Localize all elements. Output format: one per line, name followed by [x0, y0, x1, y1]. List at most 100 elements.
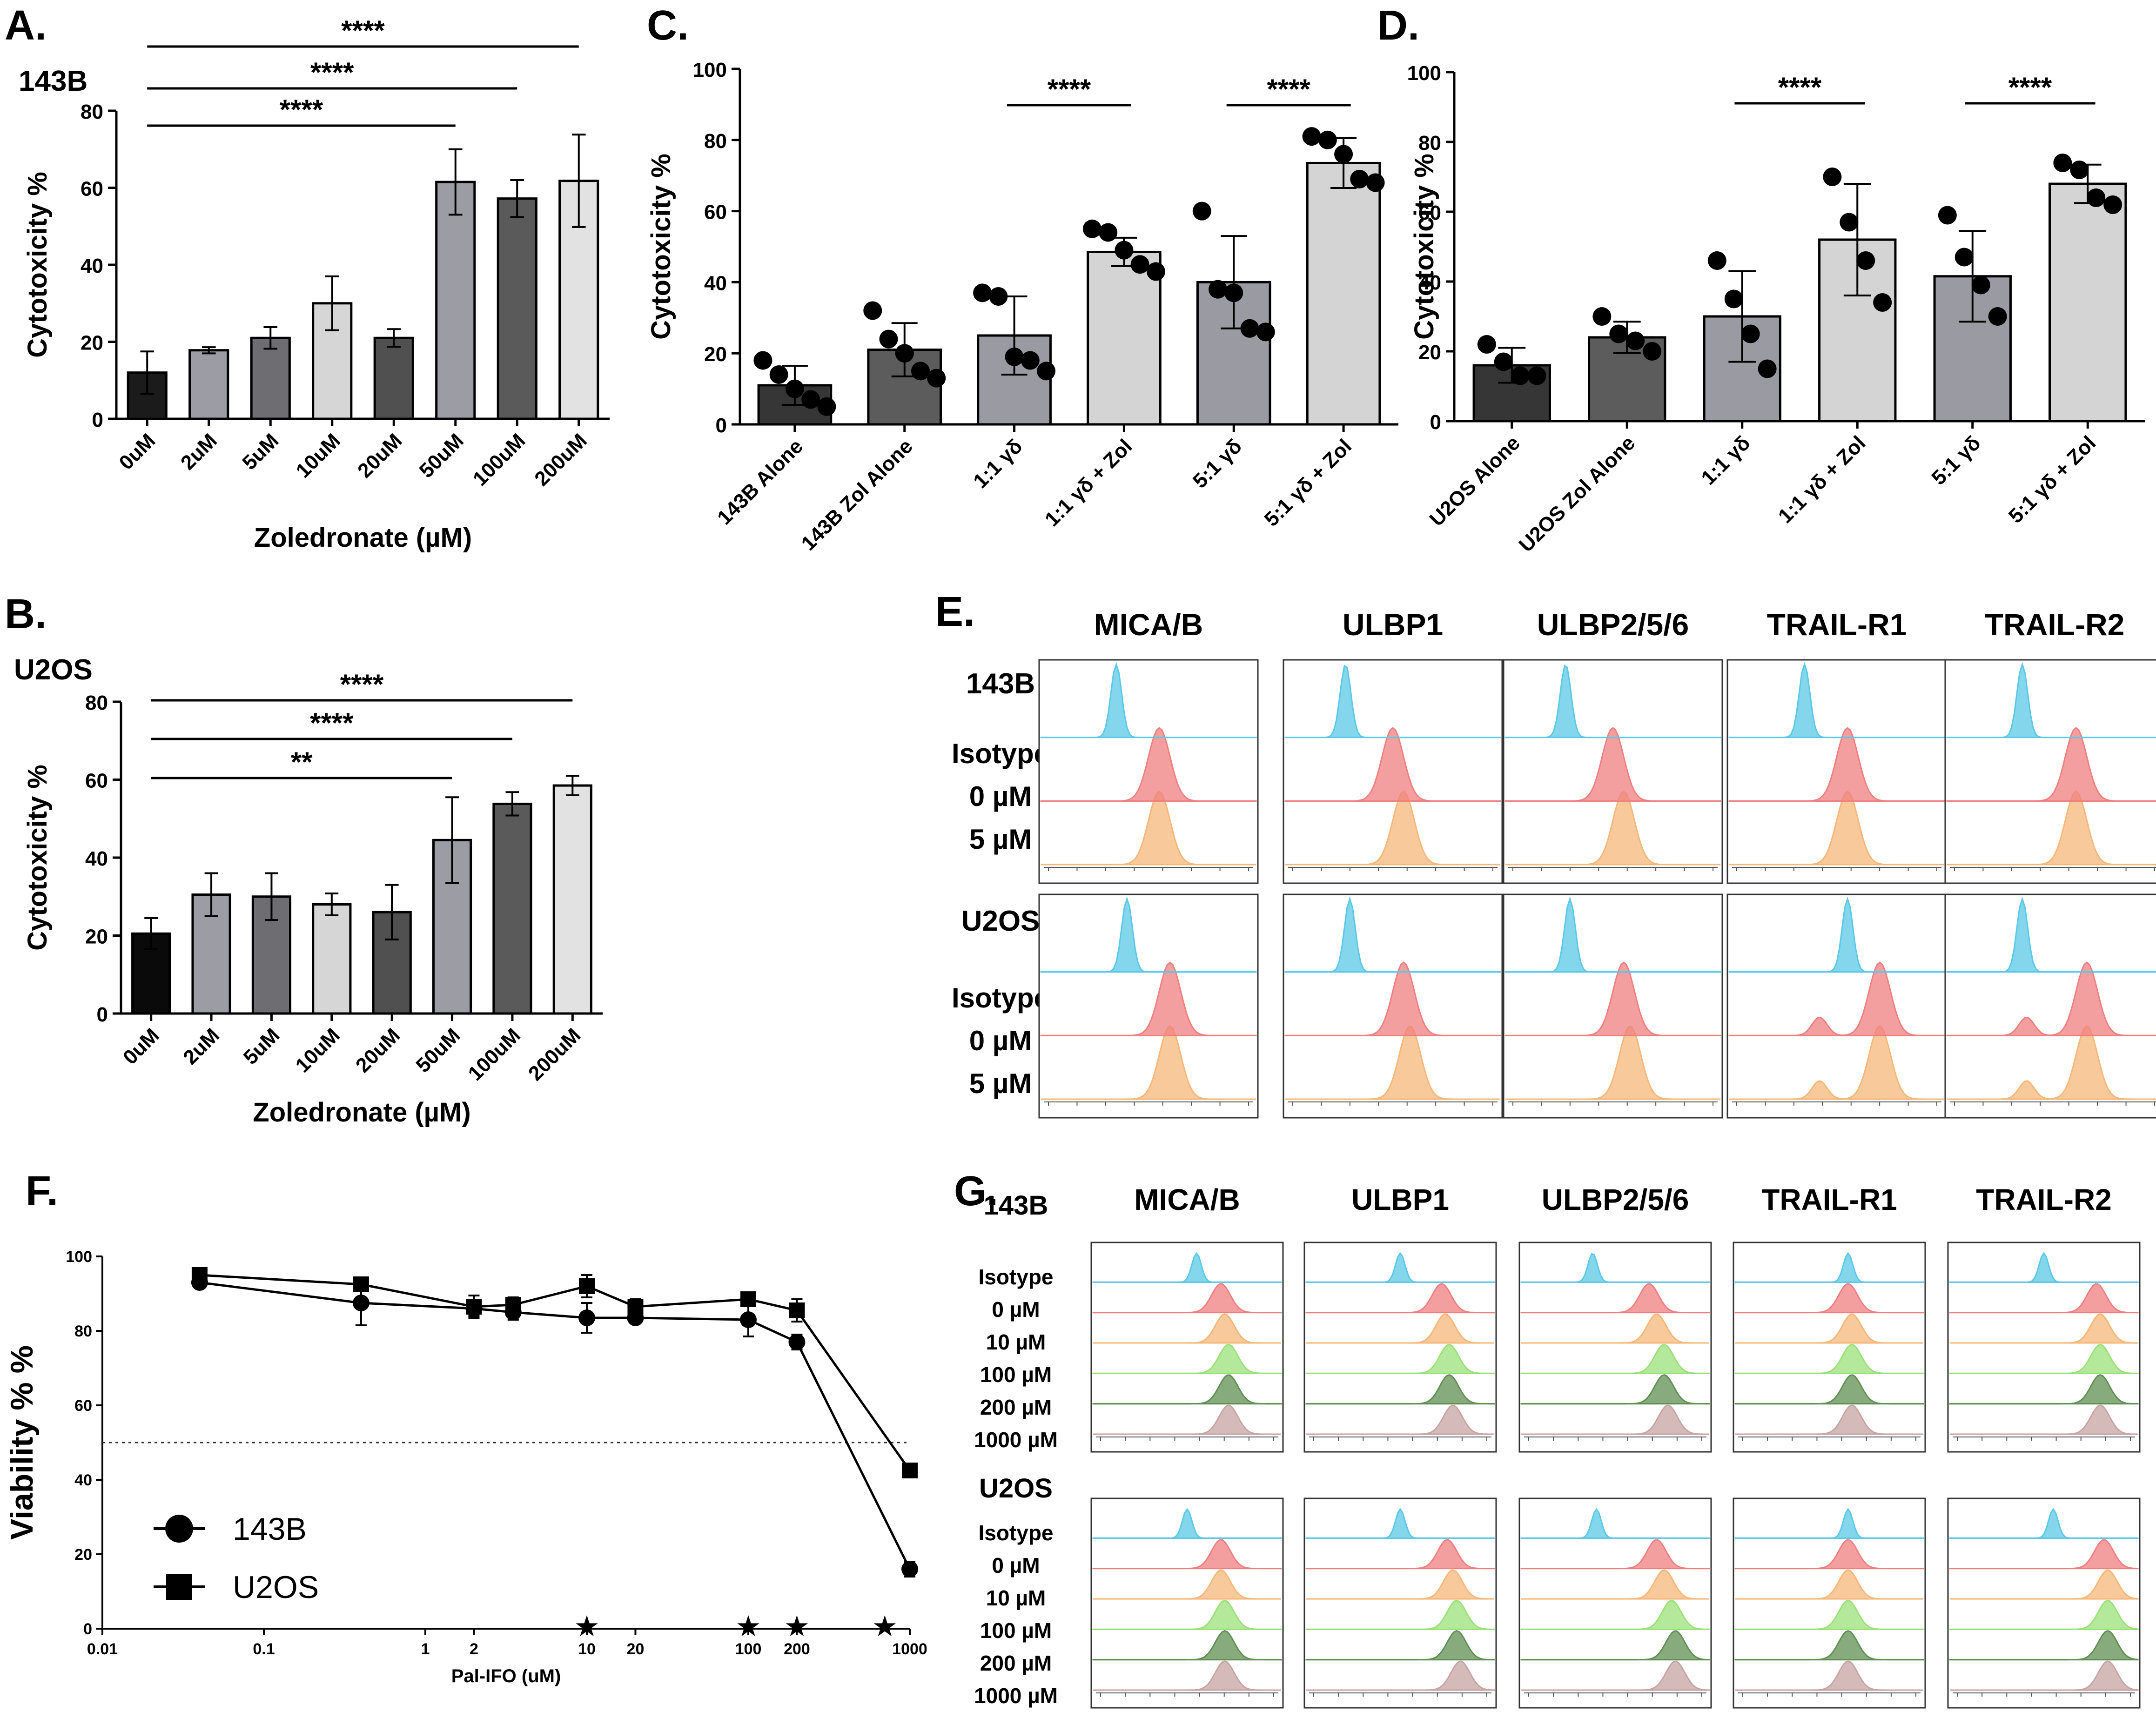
- panel-c-error-bar: [1221, 235, 1247, 329]
- panel-f-chart: 0 20 40 60 80 100 0.01 0.1 1 2 10 20 100 200 1000 Pal-I…: [4, 1248, 927, 1686]
- panel-e-histogram-frame: [1038, 893, 1259, 1119]
- panel-f-legend-u2os-marker: [166, 1574, 192, 1600]
- panel-f-143b-point: [352, 1295, 369, 1311]
- panel-g-histogram: [1092, 1252, 1282, 1283]
- panel-c-data-point: [1082, 219, 1102, 238]
- panel-a-x-tick-label: 10uM: [292, 429, 345, 482]
- panel-g-marker-header: MICA/B: [1134, 1183, 1240, 1216]
- panel-d-significance-label: ****: [1778, 72, 1822, 103]
- panel-b-significance-label: ****: [340, 669, 384, 700]
- panel-a-significance-label: ****: [341, 15, 385, 46]
- panel-a-y-tick-label: 40: [81, 255, 103, 277]
- panel-c-data-point: [1350, 169, 1369, 188]
- panel-g-histogram: [1735, 1404, 1923, 1435]
- panel-g-histogram: [1092, 1630, 1282, 1661]
- panel-d-data-point: [1873, 293, 1892, 312]
- panel-e-histogram: [1946, 896, 2156, 973]
- panel-c-x-tick-label: 5:1 γδ + Zol: [1260, 435, 1357, 531]
- panel-g-condition-label: 100 µM: [980, 1618, 1052, 1643]
- panel-c-data-point: [1130, 255, 1149, 274]
- panel-f-significance-star: ★: [574, 1611, 600, 1643]
- panel-d-y-tick-label: 60: [1418, 201, 1441, 224]
- panel-g-histogram: [1305, 1599, 1495, 1630]
- panel-g-histogram: [1735, 1660, 1923, 1691]
- panel-g-histogram: [1520, 1508, 1710, 1539]
- panel-g-histogram: [1734, 1538, 1924, 1570]
- panel-a-x-tick-label: 0uM: [114, 429, 160, 474]
- panel-e-histogram: [1728, 961, 1945, 1036]
- panel-f-significance-star: ★: [735, 1611, 761, 1643]
- panel-e-letter: E.: [935, 589, 975, 635]
- panel-e-marker-header: TRAIL-R2: [1985, 607, 2125, 642]
- panel-g-histogram: [1520, 1539, 1710, 1570]
- panel-e-condition-label: Isotype: [952, 738, 1049, 769]
- panel-b-y-label: Cytotoxicity %: [22, 765, 53, 951]
- panel-f-y-tick-label: 60: [74, 1397, 92, 1415]
- panel-a-error-bar: [263, 326, 278, 350]
- panel-g-histogram: [1734, 1508, 1924, 1539]
- panel-d-data-point: [2087, 188, 2106, 207]
- panel-e-histogram: [1284, 665, 1501, 738]
- panel-d-y-tick-label: 40: [1418, 271, 1441, 294]
- panel-b-error-bar: [325, 893, 339, 916]
- panel-f-legend-143b-marker: [165, 1515, 193, 1543]
- panel-g-histogram: [1305, 1538, 1495, 1570]
- panel-c-data-point: [895, 344, 914, 363]
- panel-g-histogram: [1306, 1313, 1494, 1344]
- panel-e-histogram: [1285, 790, 1500, 866]
- panel-b-significance-label: **: [291, 746, 313, 778]
- panel-a-bar: [312, 302, 353, 420]
- panel-d-data-point: [1955, 248, 1974, 267]
- panel-b-error-bar: [385, 884, 399, 940]
- panel-d-data-point: [1823, 168, 1842, 186]
- panel-e-histogram: [1040, 961, 1257, 1036]
- panel-e-flow: MICA/B ULBP1 ULBP2/5/6 TRAIL-R1 TRAIL-R2 143B…: [952, 607, 2156, 1119]
- panel-g-histogram: [1520, 1343, 1710, 1374]
- panel-a-bar: [435, 181, 476, 420]
- panel-g-histogram: [1949, 1630, 2139, 1661]
- panel-g-histogram: [1734, 1374, 1924, 1405]
- panel-b-error-bar: [264, 872, 278, 921]
- panel-d-data-point: [1643, 342, 1662, 361]
- panel-e-histogram-frame: [1944, 893, 2156, 1119]
- panel-g-condition-label: 100 µM: [980, 1363, 1052, 1387]
- panel-g-marker-header: ULBP1: [1351, 1183, 1449, 1216]
- panel-c-letter: C.: [647, 2, 689, 49]
- panel-g-histogram: [1092, 1539, 1282, 1570]
- panel-e-histogram: [1040, 896, 1257, 973]
- panel-e-marker-header: MICA/B: [1094, 607, 1203, 642]
- panel-f-143b-point: [788, 1334, 806, 1350]
- panel-c-data-point: [1209, 280, 1228, 299]
- panel-b-error-bar: [144, 917, 158, 950]
- panel-c-significance-label: ****: [1048, 74, 1091, 105]
- panel-g-condition-label: 10 µM: [986, 1330, 1046, 1354]
- panel-f-y-label: Viability % %: [4, 1345, 40, 1540]
- panel-d-x-tick-label: 1:1 γδ + Zol: [1774, 431, 1870, 528]
- panel-f-y-tick-label: 0: [83, 1620, 92, 1638]
- panel-d-data-point: [1741, 324, 1760, 343]
- panel-e-histogram: [1947, 790, 2156, 866]
- panel-g-histogram: [1734, 1599, 1924, 1630]
- panel-g-condition-label: 10 µM: [986, 1586, 1046, 1610]
- panel-e-histogram: [1040, 662, 1257, 738]
- panel-f-x-tick-label: 1000: [892, 1640, 927, 1658]
- panel-g-histogram: [1520, 1599, 1710, 1630]
- panel-b-significance-label: ****: [310, 707, 354, 738]
- panel-a-bar: [250, 336, 291, 420]
- panel-d-data-point: [1494, 352, 1513, 371]
- panel-e-histogram: [1284, 727, 1501, 802]
- panel-c-data-point: [1005, 347, 1024, 366]
- panel-d-error-bar: [1498, 347, 1526, 384]
- panel-d-data-point: [1477, 335, 1496, 354]
- panel-d-data-point: [1988, 307, 2007, 326]
- panel-d-data-point: [1758, 359, 1777, 378]
- panel-f-x-tick-label: 0.1: [253, 1640, 275, 1658]
- panel-c-data-point: [817, 397, 836, 416]
- panel-b-x-tick-label: 2uM: [179, 1024, 224, 1069]
- panel-c-data-point: [1302, 127, 1321, 146]
- panel-b-x-tick-label: 5uM: [239, 1024, 284, 1069]
- panel-c-x-tick-label: 1:1 γδ + Zol: [1041, 435, 1137, 531]
- panel-g-histogram: [1734, 1630, 1924, 1661]
- panel-a-bar: [373, 336, 414, 420]
- panel-g-histogram: [1093, 1313, 1281, 1344]
